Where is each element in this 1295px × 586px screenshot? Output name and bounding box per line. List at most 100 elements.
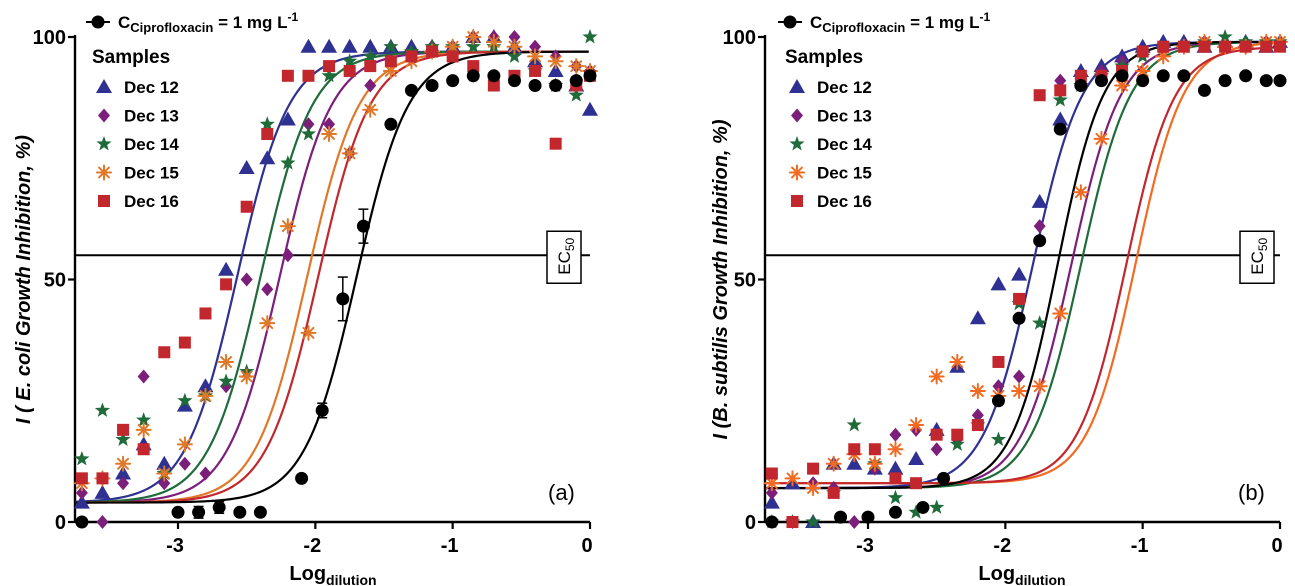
data-point [465,29,482,45]
legend-marker [789,164,805,181]
data-point [1239,69,1253,83]
x-tick-label: -1 [1131,535,1149,557]
ec50-label: EC50 [1248,237,1270,274]
data-point [259,315,276,332]
reference-legend-label: CCiprofloxacin = 1 mg L-1 [118,10,299,35]
data-point [990,431,1007,447]
data-point [261,128,274,140]
data-point [281,248,294,263]
data-point [364,78,377,93]
data-point [261,282,274,297]
data-point [807,462,820,475]
data-point [846,417,862,432]
data-point [137,369,150,384]
y-tick-label: 50 [734,270,756,292]
ec50-label: EC50 [555,237,577,274]
data-point [75,515,89,529]
data-point [212,500,226,514]
data-point [529,39,542,54]
x-tick-label: 0 [1271,535,1282,557]
legend-label: Dec 13 [817,107,872,126]
legend-marker [98,195,110,207]
data-point [300,38,317,53]
data-point [1217,29,1233,44]
data-point [342,53,358,68]
data-point [1052,92,1068,107]
data-point [1054,73,1067,88]
data-point [73,494,90,509]
data-point [930,428,943,441]
data-point [1054,84,1067,97]
data-point [805,480,822,497]
data-point [487,69,501,83]
ec50-box [546,230,582,284]
data-point [384,117,398,131]
data-point [197,387,214,404]
legend-label: Dec 13 [124,107,179,126]
data-point [1239,40,1252,53]
data-point [343,64,356,77]
data-point [949,353,966,370]
legend-marker [96,79,112,93]
data-point [1031,378,1048,395]
data-point [765,515,779,529]
data-point [220,278,233,291]
data-point [467,60,480,73]
x-axis-title: Logdilution [289,563,376,586]
legend-marker [96,136,112,151]
chart-panel-a: -3 -2 -1 0 0 50 100 I ( E. coli Growth Inhibiti… [13,10,598,586]
data-point [848,443,861,456]
fit-curve [75,50,589,504]
data-point [583,69,597,83]
data-point [969,383,986,400]
data-point [1074,69,1087,82]
data-point [1013,292,1026,305]
data-point [1259,74,1273,88]
y-tick-label: 100 [723,27,756,49]
data-point [96,515,109,529]
data-point [197,378,214,393]
data-point [1273,74,1287,88]
data-point [115,455,132,472]
data-point [992,355,1005,368]
x-tick-label: 0 [581,535,592,557]
data-point [1011,266,1028,281]
legend-marker [789,136,805,151]
data-point [951,428,964,441]
data-point [889,472,902,485]
data-point [765,485,778,500]
data-point [763,494,780,509]
data-point [253,505,267,519]
data-point [1033,89,1046,102]
data-point [1198,40,1211,53]
data-point [240,272,253,287]
data-point [341,145,358,162]
legend-marker [96,164,112,181]
data-point [887,489,904,505]
data-point [568,58,585,75]
data-point [135,421,152,438]
x-tick-label: -3 [856,535,874,557]
legend-marker [791,108,803,123]
data-point [240,200,253,213]
data-point [1094,74,1108,88]
data-point [300,126,317,141]
data-point [300,324,317,341]
data-point [199,466,212,481]
data-point [383,38,399,54]
data-point [547,53,564,70]
data-point [529,64,542,77]
chart-panel-b: -3 -2 -1 0 0 50 100 I (B. subtilis Growth Inhib… [710,10,1288,586]
data-point [323,60,336,73]
reference-legend-label: CCiprofloxacin = 1 mg L-1 [810,10,991,35]
data-point [866,455,883,472]
data-point [117,423,130,436]
data-point [75,485,88,500]
data-point [916,500,930,514]
data-point [487,79,500,92]
data-point [279,218,296,235]
data-point [1093,130,1110,147]
data-point [1177,69,1191,83]
data-point [888,505,902,519]
data-point [507,74,521,88]
